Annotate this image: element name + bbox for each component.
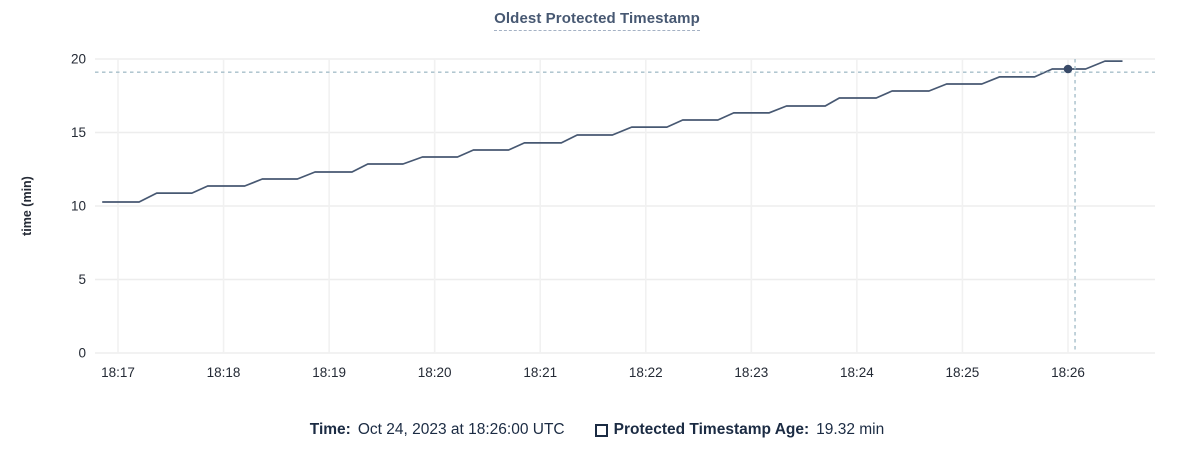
x-tick-label: 18:21 [523, 365, 557, 380]
series-label: Protected Timestamp Age: [613, 421, 810, 438]
x-tick-label: 18:26 [1051, 365, 1085, 380]
series-value: 19.32 min [816, 421, 885, 438]
hover-tooltip-legend: Time: Oct 24, 2023 at 18:26:00 UTC Prote… [0, 420, 1194, 440]
hover-data-point[interactable] [1063, 64, 1073, 74]
y-tick-label: 10 [71, 199, 86, 214]
time-label: Time: [309, 421, 351, 438]
chart-title[interactable]: Oldest Protected Timestamp [494, 10, 700, 31]
chart-header: Oldest Protected Timestamp [0, 10, 1194, 31]
y-tick-label: 0 [78, 346, 86, 361]
x-tick-label: 18:23 [734, 365, 768, 380]
x-tick-label: 18:25 [946, 365, 980, 380]
time-value: Oct 24, 2023 at 18:26:00 UTC [357, 421, 565, 438]
y-tick-label: 15 [71, 125, 86, 140]
x-tick-label: 18:22 [629, 365, 663, 380]
x-tick-label: 18:19 [312, 365, 346, 380]
y-axis-label: time (min) [20, 176, 34, 236]
series-line [102, 60, 1123, 203]
series-checkbox[interactable] [594, 423, 608, 437]
y-tick-label: 20 [71, 52, 86, 67]
y-tick-label: 5 [78, 272, 86, 287]
x-tick-label: 18:17 [101, 365, 135, 380]
x-tick-label: 18:20 [418, 365, 452, 380]
x-tick-label: 18:24 [840, 365, 874, 380]
x-tick-label: 18:18 [207, 365, 241, 380]
